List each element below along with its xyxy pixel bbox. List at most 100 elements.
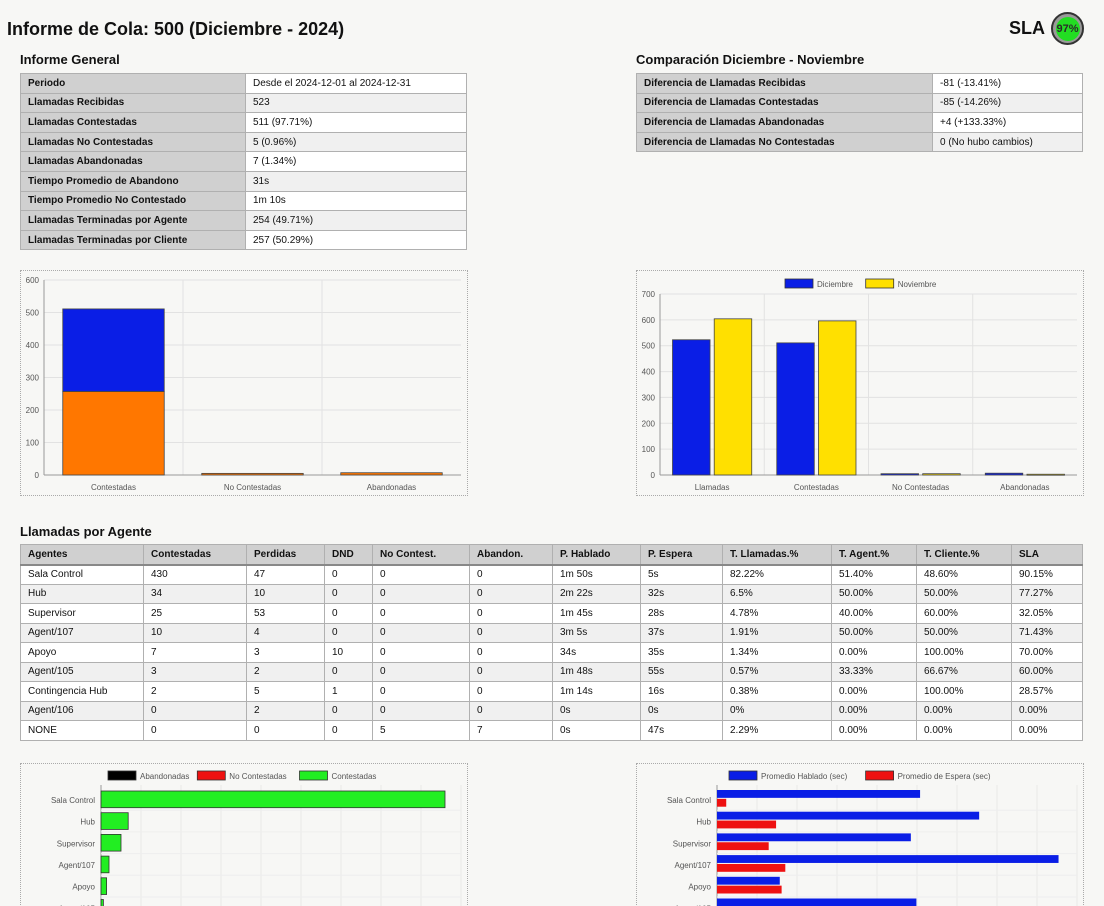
x-tick-label: Abandonadas <box>367 483 416 492</box>
table-row: Agent/107 10 4 0 0 0 3m 5s 37s 1.91% 50.00% 50.00%… <box>20 622 1083 643</box>
column-header[interactable]: T. Cliente.% <box>916 544 1012 566</box>
table-row: Contingencia Hub 2 5 1 0 0 1m 14s 16s 0.38% 0.00%… <box>20 681 1083 702</box>
column-header[interactable]: T. Agent.% <box>831 544 917 566</box>
table-cell: 0 <box>372 622 470 643</box>
x-tick-label: Abandonadas <box>1000 483 1049 492</box>
table-cell: 0 <box>372 603 470 624</box>
table-cell: Hub <box>20 583 144 604</box>
bar <box>340 472 443 476</box>
legend-label: No Contestadas <box>229 772 286 781</box>
table-cell: 0 <box>469 700 553 721</box>
y-tick-label: 500 <box>26 309 40 318</box>
row-value: 5 (0.96%) <box>245 131 467 153</box>
bar <box>717 898 917 906</box>
table-cell: 0 <box>372 700 470 721</box>
row-value: Desde el 2024-12-01 al 2024-12-31 <box>245 73 467 94</box>
table-cell: 0.00% <box>831 681 917 702</box>
table-cell: 50.00% <box>916 622 1012 643</box>
bar <box>717 842 769 851</box>
page-title: Informe de Cola: 500 (Diciembre - 2024) <box>7 19 345 39</box>
bar <box>818 320 857 476</box>
table-cell: 0 <box>372 583 470 604</box>
table-cell: 6.5% <box>722 583 832 604</box>
legend-swatch <box>784 278 814 289</box>
legend-swatch <box>728 770 758 781</box>
bar <box>984 472 1024 476</box>
table-cell: 10 <box>246 583 325 604</box>
table-cell: 48.60% <box>916 564 1012 585</box>
bar <box>62 308 165 392</box>
legend-swatch <box>299 770 328 781</box>
column-header[interactable]: Contestadas <box>143 544 247 566</box>
table-cell: 0 <box>469 583 553 604</box>
table-cell: 0 <box>469 622 553 643</box>
legend-label: Noviembre <box>898 280 937 289</box>
row-value: +4 (+133.33%) <box>932 112 1083 133</box>
table-cell: 0 <box>372 564 470 585</box>
table-cell: 0 <box>372 661 470 682</box>
table-row: NONE 0 0 0 5 7 0s 47s 2.29% 0.00% 0.00% 0.00% <box>20 720 1083 741</box>
table-cell: 4 <box>246 622 325 643</box>
table-cell: 90.15% <box>1011 564 1083 585</box>
column-header[interactable]: DND <box>324 544 373 566</box>
y-tick-label: Hub <box>80 818 95 827</box>
table-row: Diferencia de Llamadas Recibidas -81 (-13… <box>636 73 1083 94</box>
bar <box>717 798 727 807</box>
column-header[interactable]: P. Espera <box>640 544 723 566</box>
row-label: Diferencia de Llamadas Recibidas <box>636 73 933 94</box>
column-header[interactable]: No Contest. <box>372 544 470 566</box>
table-cell: 47 <box>246 564 325 585</box>
column-header[interactable]: T. Llamadas.% <box>722 544 832 566</box>
month-comparison-chart: 0 100 200 300 400 500 600 700 Llamadas Contestada… <box>636 270 1084 496</box>
y-tick-label: 200 <box>642 419 656 428</box>
table-cell: 40.00% <box>831 603 917 624</box>
table-cell: 0.00% <box>1011 720 1083 741</box>
column-header[interactable]: P. Hablado <box>552 544 641 566</box>
table-cell: 0 <box>469 681 553 702</box>
table-cell: 4.78% <box>722 603 832 624</box>
table-cell: 0 <box>324 622 373 643</box>
y-tick-label: Agent/105 <box>59 904 96 906</box>
bar <box>717 863 786 872</box>
table-cell: 0 <box>324 661 373 682</box>
table-row: Apoyo 7 3 10 0 0 34s 35s 1.34% 0.00% 100.00% 70.00% <box>20 642 1083 663</box>
y-tick-label: 500 <box>642 342 656 351</box>
table-row: Tiempo Promedio No Contestado 1m 10s <box>20 190 467 212</box>
y-tick-label: 700 <box>642 290 656 299</box>
column-header[interactable]: Agentes <box>20 544 144 566</box>
table-cell: 0s <box>640 700 723 721</box>
table-cell: Agent/107 <box>20 622 144 643</box>
bar <box>717 820 777 829</box>
y-tick-label: Supervisor <box>57 839 96 848</box>
bar <box>100 790 446 809</box>
row-label: Llamadas Abandonadas <box>20 151 246 172</box>
table-cell: 0% <box>722 700 832 721</box>
bar <box>717 876 780 885</box>
table-cell: Agent/105 <box>20 661 144 682</box>
table-cell: 1m 48s <box>552 661 641 682</box>
table-cell: 0 <box>324 603 373 624</box>
y-tick-label: 0 <box>35 471 40 480</box>
x-tick-label: No Contestadas <box>224 483 281 492</box>
table-cell: 2 <box>246 700 325 721</box>
table-cell: 2.29% <box>722 720 832 741</box>
table-cell: 0 <box>324 720 373 741</box>
y-tick-label: 300 <box>642 393 656 402</box>
table-cell: Supervisor <box>20 603 144 624</box>
table-cell: 7 <box>469 720 553 741</box>
table-cell: 5 <box>246 681 325 702</box>
table-cell: 0s <box>552 700 641 721</box>
bar <box>100 834 122 852</box>
bar <box>922 473 961 476</box>
row-value: 257 (50.29%) <box>245 229 467 251</box>
table-row: Llamadas Terminadas por Cliente 257 (50.2… <box>20 229 467 251</box>
column-header[interactable]: Abandon. <box>469 544 553 566</box>
table-cell: 32.05% <box>1011 603 1083 624</box>
column-header[interactable]: SLA <box>1011 544 1083 566</box>
table-cell: 1.91% <box>722 622 832 643</box>
table-cell: Apoyo <box>20 642 144 663</box>
row-label: Llamadas Terminadas por Agente <box>20 210 246 231</box>
y-tick-label: Hub <box>696 818 711 827</box>
column-header[interactable]: Perdidas <box>246 544 325 566</box>
table-cell: 1m 14s <box>552 681 641 702</box>
